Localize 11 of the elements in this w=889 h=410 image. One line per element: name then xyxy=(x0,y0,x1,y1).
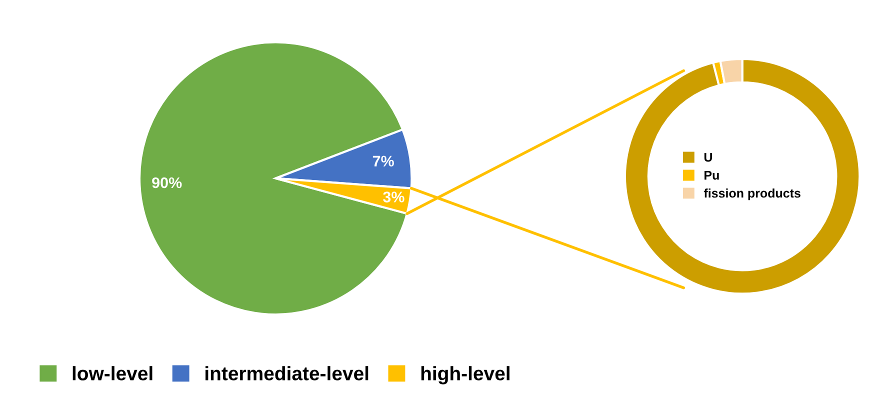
legend-label: U xyxy=(704,152,712,162)
data-label: 7% xyxy=(372,156,394,167)
legend-label: low-level xyxy=(72,366,152,380)
legend-label: high-level xyxy=(421,366,510,384)
legend-label: fission products xyxy=(704,188,800,200)
pie-slice xyxy=(138,41,408,316)
data-label: 3% xyxy=(383,192,404,202)
legend-label: intermediate-level xyxy=(206,366,368,380)
legend-label: Pu xyxy=(704,170,719,180)
donut-slice xyxy=(624,58,861,295)
data-label: 90% xyxy=(152,177,182,188)
